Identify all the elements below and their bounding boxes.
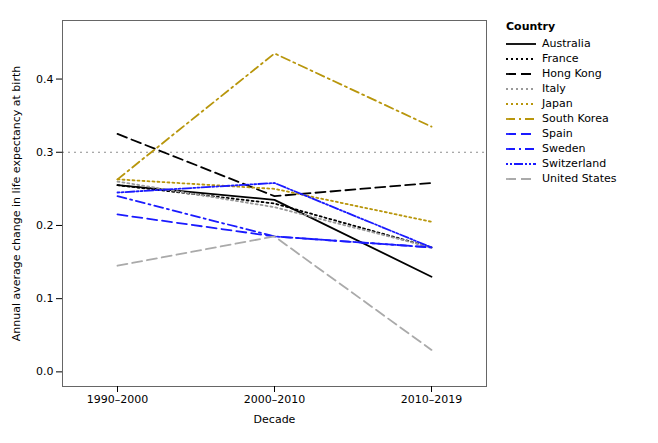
html-text:Italy: Italy: [542, 82, 566, 95]
html-text:United States: United States: [542, 172, 617, 185]
svg-text:Annual average change in life: Annual average change in life expectancy…: [10, 66, 23, 341]
svg-text:0.2: 0.2: [36, 219, 54, 232]
html-text:Spain: Spain: [542, 127, 573, 140]
svg-text:2000–2010: 2000–2010: [244, 393, 306, 406]
html-text:Switzerland: Switzerland: [542, 157, 607, 170]
svg-text:0.3: 0.3: [36, 146, 54, 159]
svg-text:0.1: 0.1: [36, 292, 54, 305]
html-text:South Korea: South Korea: [542, 112, 609, 125]
svg-text:1990–2000: 1990–2000: [87, 393, 149, 406]
html-text:Hong Kong: Hong Kong: [542, 67, 602, 80]
html-text:Sweden: Sweden: [542, 142, 586, 155]
svg-text:0.0: 0.0: [36, 365, 54, 378]
html-text:France: France: [542, 52, 579, 65]
svg-text:Decade: Decade: [254, 413, 296, 426]
svg-text:2010–2019: 2010–2019: [401, 393, 463, 406]
html-text:Country: Country: [506, 20, 556, 33]
svg-text:0.4: 0.4: [36, 73, 54, 86]
html-text:Japan: Japan: [542, 97, 573, 110]
html-text:Australia: Australia: [542, 37, 591, 50]
